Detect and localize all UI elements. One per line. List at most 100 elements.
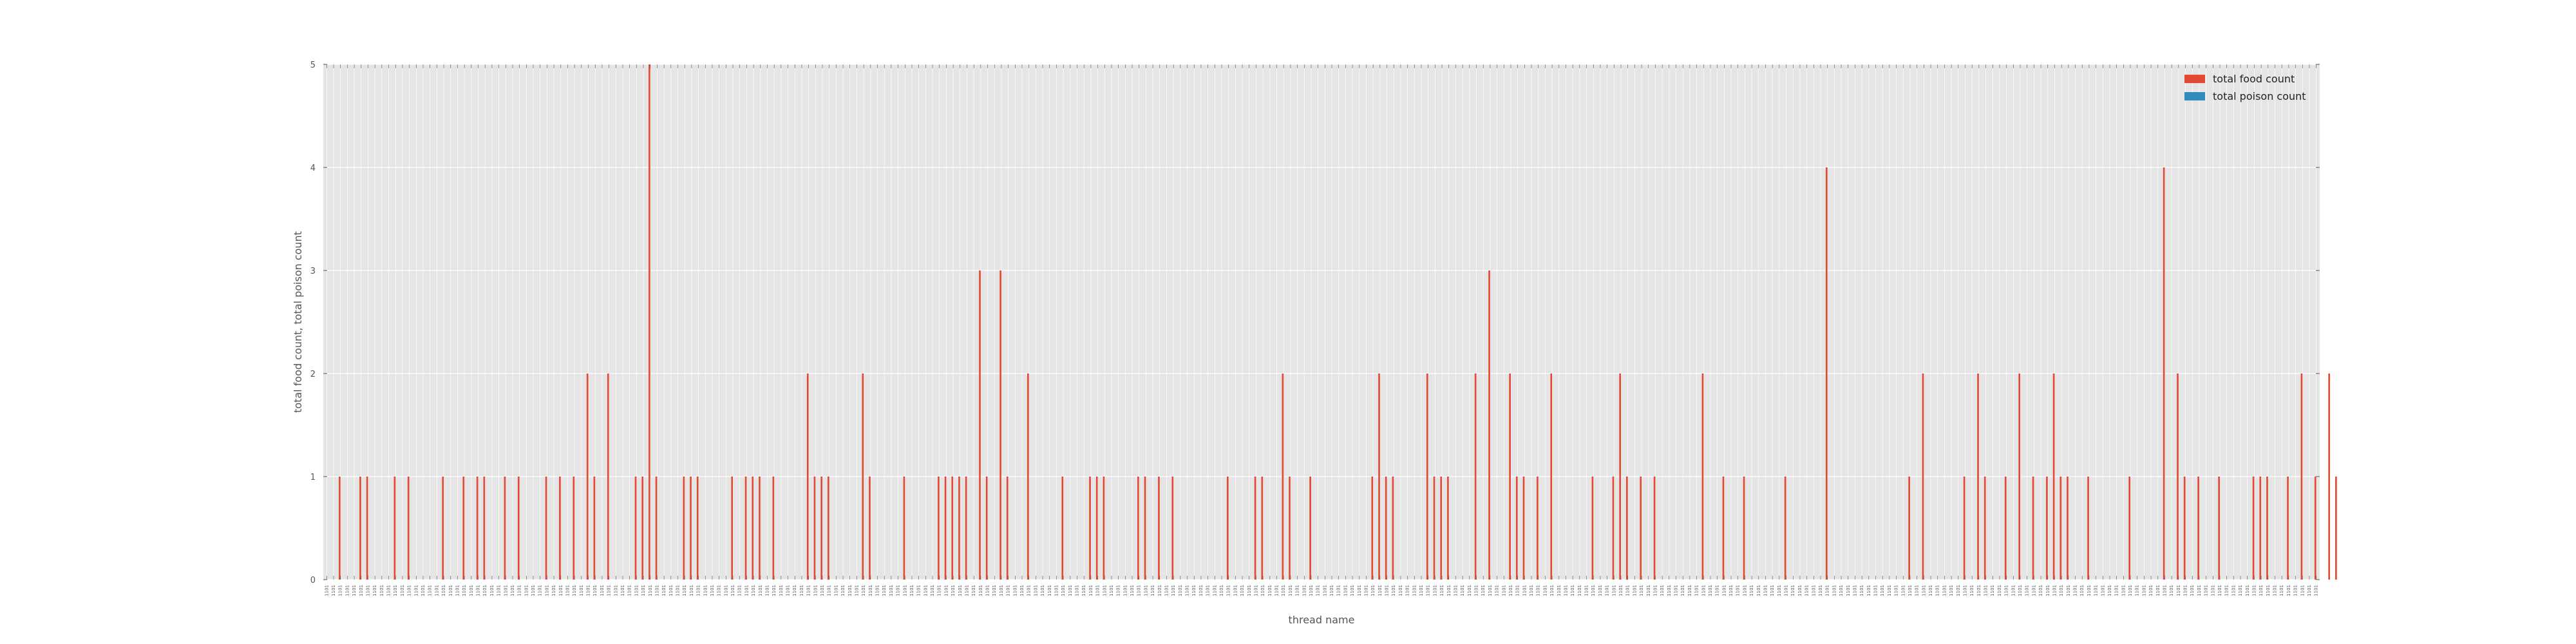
x-tick-label: 1101: [1122, 585, 1128, 596]
x-tick-label: 1101: [992, 585, 997, 596]
x-tick-label: 1101: [1790, 585, 1795, 596]
x-tick-label: 1101: [600, 585, 605, 596]
bar-food-172: [1509, 374, 1511, 580]
x-tick-label: 1101: [1419, 585, 1424, 596]
x-tick-label: 1101: [1969, 585, 1975, 596]
x-tick-labels: 1101 1101 1101 1101 1101 1101 1101 1101 1101 1101…: [324, 585, 2318, 596]
x-tick-label: 1101: [682, 585, 687, 596]
x-tick-label: 1101: [544, 585, 549, 596]
bar-food-240: [1977, 374, 1979, 580]
x-tick-label: 1101: [1322, 585, 1327, 596]
x-tick-label: 1101: [827, 585, 832, 596]
x-tick-label: 1101: [1467, 585, 1472, 596]
x-tick-label: 1101: [1900, 585, 1906, 596]
x-tick-label: 1101: [1942, 585, 1947, 596]
x-tick-label: 1101: [1405, 585, 1410, 596]
x-tick-label: 1101: [937, 585, 942, 596]
x-tick-label: 1101: [2018, 585, 2023, 596]
bar-food-95: [979, 270, 981, 580]
x-tick-label: 1101: [723, 585, 728, 596]
bar-food-26: [504, 477, 506, 580]
x-tick-label: 1101: [1928, 585, 1933, 596]
x-tick-label: 1101: [1012, 585, 1018, 596]
x-tick-label: 1101: [737, 585, 743, 596]
bar-food-289: [2314, 477, 2316, 580]
x-tick-label: 1101: [1680, 585, 1685, 596]
bar-food-63: [759, 477, 761, 580]
x-tick-label: 1101: [1632, 585, 1637, 596]
x-tick-marks: [327, 64, 2316, 580]
x-tick-label: 1101: [1226, 585, 1231, 596]
bar-food-162: [1440, 477, 1443, 580]
x-tick-label: 1101: [896, 585, 901, 596]
x-tick-label: 1101: [503, 585, 508, 596]
x-tick-label: 1101: [2148, 585, 2154, 596]
x-tick-label: 1101: [999, 585, 1004, 596]
x-tick-label: 1101: [1880, 585, 1885, 596]
x-tick-label: 1101: [1557, 585, 1562, 596]
legend-swatch-food: [2184, 75, 2205, 83]
bar-food-34: [559, 477, 561, 580]
bar-food-47: [649, 64, 650, 580]
bar-food-84: [903, 477, 905, 580]
x-tick-label: 1101: [2169, 585, 2174, 596]
bar-food-152: [1371, 477, 1374, 580]
x-tick-label: 1101: [1584, 585, 1589, 596]
bar-food-93: [965, 477, 967, 580]
bar-food-123: [1171, 477, 1174, 580]
bar-food-281: [2259, 477, 2262, 580]
x-tick-label: 1101: [799, 585, 804, 596]
y-tick-label: 5: [310, 61, 316, 70]
bar-food-92: [958, 477, 960, 580]
bar-food-193: [1653, 477, 1656, 580]
x-tick-label: 1101: [786, 585, 791, 596]
bar-food-119: [1144, 477, 1146, 580]
x-tick-label: 1101: [1811, 585, 1816, 596]
x-tick-label: 1101: [1598, 585, 1603, 596]
x-tick-label: 1101: [964, 585, 969, 596]
x-tick-label: 1101: [2094, 585, 2099, 596]
x-tick-label: 1101: [1846, 585, 1851, 596]
x-tick-label: 1101: [1116, 585, 1121, 596]
bar-food-61: [744, 477, 747, 580]
x-tick-label: 1101: [772, 585, 777, 596]
x-tick-label: 1101: [1563, 585, 1568, 596]
x-tick-label: 1101: [1453, 585, 1458, 596]
bar-food-32: [545, 477, 547, 580]
x-tick-label: 1101: [2293, 585, 2298, 596]
bar-food-169: [1488, 270, 1490, 580]
x-axis-title: thread name: [1289, 614, 1355, 626]
x-tick-label: 1101: [455, 585, 460, 596]
y-tick-label: 3: [310, 267, 316, 276]
x-tick-label: 1101: [386, 585, 392, 596]
x-tick-label: 1101: [1164, 585, 1169, 596]
x-tick-label: 1101: [2183, 585, 2188, 596]
x-tick-label: 1101: [1137, 585, 1142, 596]
bar-food-70: [806, 374, 809, 580]
x-tick-label: 1101: [1728, 585, 1734, 596]
x-tick-label: 1101: [1191, 585, 1197, 596]
bar-food-189: [1626, 477, 1628, 580]
bar-food-143: [1309, 477, 1311, 580]
bar-food-41: [607, 374, 609, 580]
x-tick-label: 1101: [434, 585, 439, 596]
x-tick-label: 1101: [482, 585, 488, 596]
bar-food-136: [1261, 477, 1264, 580]
x-tick-label: 1101: [1501, 585, 1506, 596]
x-tick-label: 1101: [1915, 585, 1920, 596]
x-tick-label: 1101: [338, 585, 343, 596]
x-tick-label: 1101: [717, 585, 722, 596]
x-tick-label: 1101: [565, 585, 570, 596]
x-tick-label: 1101: [868, 585, 873, 596]
x-tick-label: 1101: [489, 585, 495, 596]
legend-label-poison: total poison count: [2213, 90, 2306, 102]
x-tick-label: 1101: [1302, 585, 1307, 596]
x-tick-label: 1101: [1343, 585, 1348, 596]
bar-food-251: [2052, 374, 2055, 580]
x-tick-label: 1101: [1873, 585, 1879, 596]
x-tick-label: 1101: [1708, 585, 1713, 596]
bar-food-48: [655, 477, 658, 580]
y-tick-marks-and-labels: 0 1 2 3 4 5: [310, 61, 2320, 585]
x-tick-label: 1101: [654, 585, 659, 596]
x-tick-label: 1101: [2190, 585, 2195, 596]
